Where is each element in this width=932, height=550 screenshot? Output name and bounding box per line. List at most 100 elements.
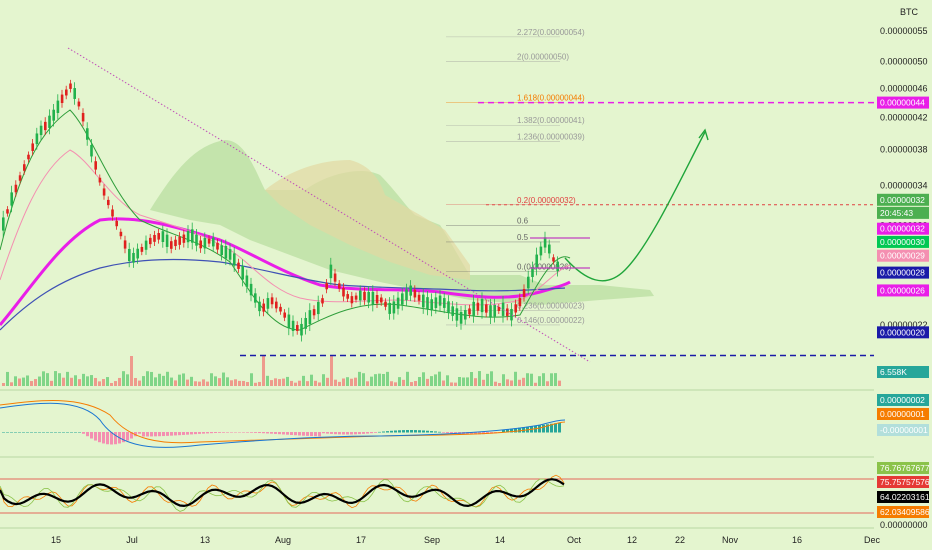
volume-bar xyxy=(530,373,533,386)
candle-body xyxy=(325,282,328,290)
volume-bar xyxy=(50,380,53,386)
candle-body xyxy=(459,311,463,324)
volume-bar xyxy=(262,356,265,386)
volume-bar xyxy=(478,371,481,386)
x-tick-label: 16 xyxy=(792,535,802,545)
macd-histogram-bar xyxy=(470,432,473,435)
candle-body xyxy=(296,325,299,331)
macd-histogram-bar xyxy=(474,432,477,435)
macd-histogram-bar xyxy=(214,432,217,433)
macd-histogram-bar xyxy=(98,432,101,443)
candle-body xyxy=(262,303,265,312)
candle-body xyxy=(123,240,127,249)
candle-body xyxy=(279,306,282,312)
candle-body xyxy=(233,253,236,266)
macd-histogram-bar xyxy=(78,432,81,433)
volume-bar xyxy=(526,373,529,386)
rsi-badge-label: 76.76767677 xyxy=(880,463,930,473)
volume-bar xyxy=(138,380,141,386)
volume-bar xyxy=(126,374,129,386)
candle-body xyxy=(363,291,366,301)
candle-body xyxy=(527,276,530,289)
x-tick-label: Aug xyxy=(275,535,291,545)
macd-histogram-bar xyxy=(378,431,381,433)
price-badge-label: 0.00000028 xyxy=(880,268,925,278)
x-tick-label: 22 xyxy=(675,535,685,545)
fib-label: 0.5 xyxy=(517,233,529,242)
volume-bar xyxy=(86,376,89,386)
volume-bar xyxy=(230,380,233,386)
volume-bar xyxy=(102,379,105,386)
candle-body xyxy=(44,121,47,131)
macd-histogram-bar xyxy=(334,432,337,435)
volume-bar xyxy=(34,379,37,386)
candle-body xyxy=(153,234,156,242)
candle-body xyxy=(522,289,526,297)
macd-histogram-bar xyxy=(370,432,373,434)
macd-histogram-bar xyxy=(218,432,221,433)
y-tick-label: 0.00000034 xyxy=(880,180,928,190)
candle-body xyxy=(493,304,496,317)
fib-label: 0.6 xyxy=(517,216,529,225)
candle-body xyxy=(2,217,5,231)
candle-body xyxy=(77,101,81,107)
macd-badge-label: -0.00000001 xyxy=(880,425,928,435)
volume-bar xyxy=(254,382,257,386)
cloud-tan xyxy=(265,160,470,280)
volume-bar xyxy=(506,379,509,386)
candle-body xyxy=(203,238,207,249)
volume-bar xyxy=(242,380,245,386)
candle-body xyxy=(329,264,333,279)
macd-histogram-bar xyxy=(94,432,97,441)
candle-body xyxy=(191,229,194,243)
macd-histogram-bar xyxy=(502,429,505,433)
macd-histogram-bar xyxy=(246,432,249,433)
macd-histogram-bar xyxy=(286,432,289,435)
volume-bar xyxy=(366,381,369,386)
price-badge-label: 0.00000032 xyxy=(880,195,925,205)
volume-bar xyxy=(330,356,333,386)
volume-bar xyxy=(470,372,473,386)
volume-bar xyxy=(370,376,373,386)
candle-body xyxy=(409,285,412,296)
macd-histogram-bar xyxy=(222,432,225,433)
x-tick-label: Oct xyxy=(567,535,582,545)
candle-body xyxy=(489,305,492,318)
price-badge xyxy=(877,96,929,109)
candle-body xyxy=(60,94,64,104)
candle-body xyxy=(228,249,232,260)
macd-histogram-bar xyxy=(6,432,9,433)
macd-histogram-bar xyxy=(130,432,133,439)
macd-histogram-bar xyxy=(138,432,141,434)
candle-body xyxy=(128,248,131,262)
macd-histogram-bar xyxy=(146,432,149,437)
candle-body xyxy=(350,296,354,304)
macd-histogram-bar xyxy=(294,432,297,436)
macd-histogram-bar xyxy=(62,432,65,433)
candle-body xyxy=(354,295,358,300)
x-tick-label: 12 xyxy=(627,535,637,545)
candle-body xyxy=(39,125,43,136)
macd-histogram-bar xyxy=(434,431,437,433)
volume-bar xyxy=(482,379,485,386)
candle-body xyxy=(413,289,417,298)
volume-bar xyxy=(374,374,377,386)
volume-bar xyxy=(202,379,205,386)
volume-bar xyxy=(310,374,313,386)
candle-body xyxy=(283,312,286,318)
candle-body xyxy=(455,308,459,321)
volume-bar xyxy=(502,374,505,386)
macd-histogram-bar xyxy=(418,430,421,433)
volume-bar xyxy=(458,377,461,386)
macd-histogram-bar xyxy=(186,432,189,435)
candle-body xyxy=(23,164,26,171)
volume-bar xyxy=(226,377,229,386)
candle-body xyxy=(132,252,135,263)
candle-body xyxy=(392,301,396,314)
volume-bar xyxy=(334,379,337,386)
macd-histogram-bar xyxy=(406,430,409,433)
candle-body xyxy=(18,175,22,181)
candle-body xyxy=(10,192,13,206)
volume-bar xyxy=(406,371,409,386)
